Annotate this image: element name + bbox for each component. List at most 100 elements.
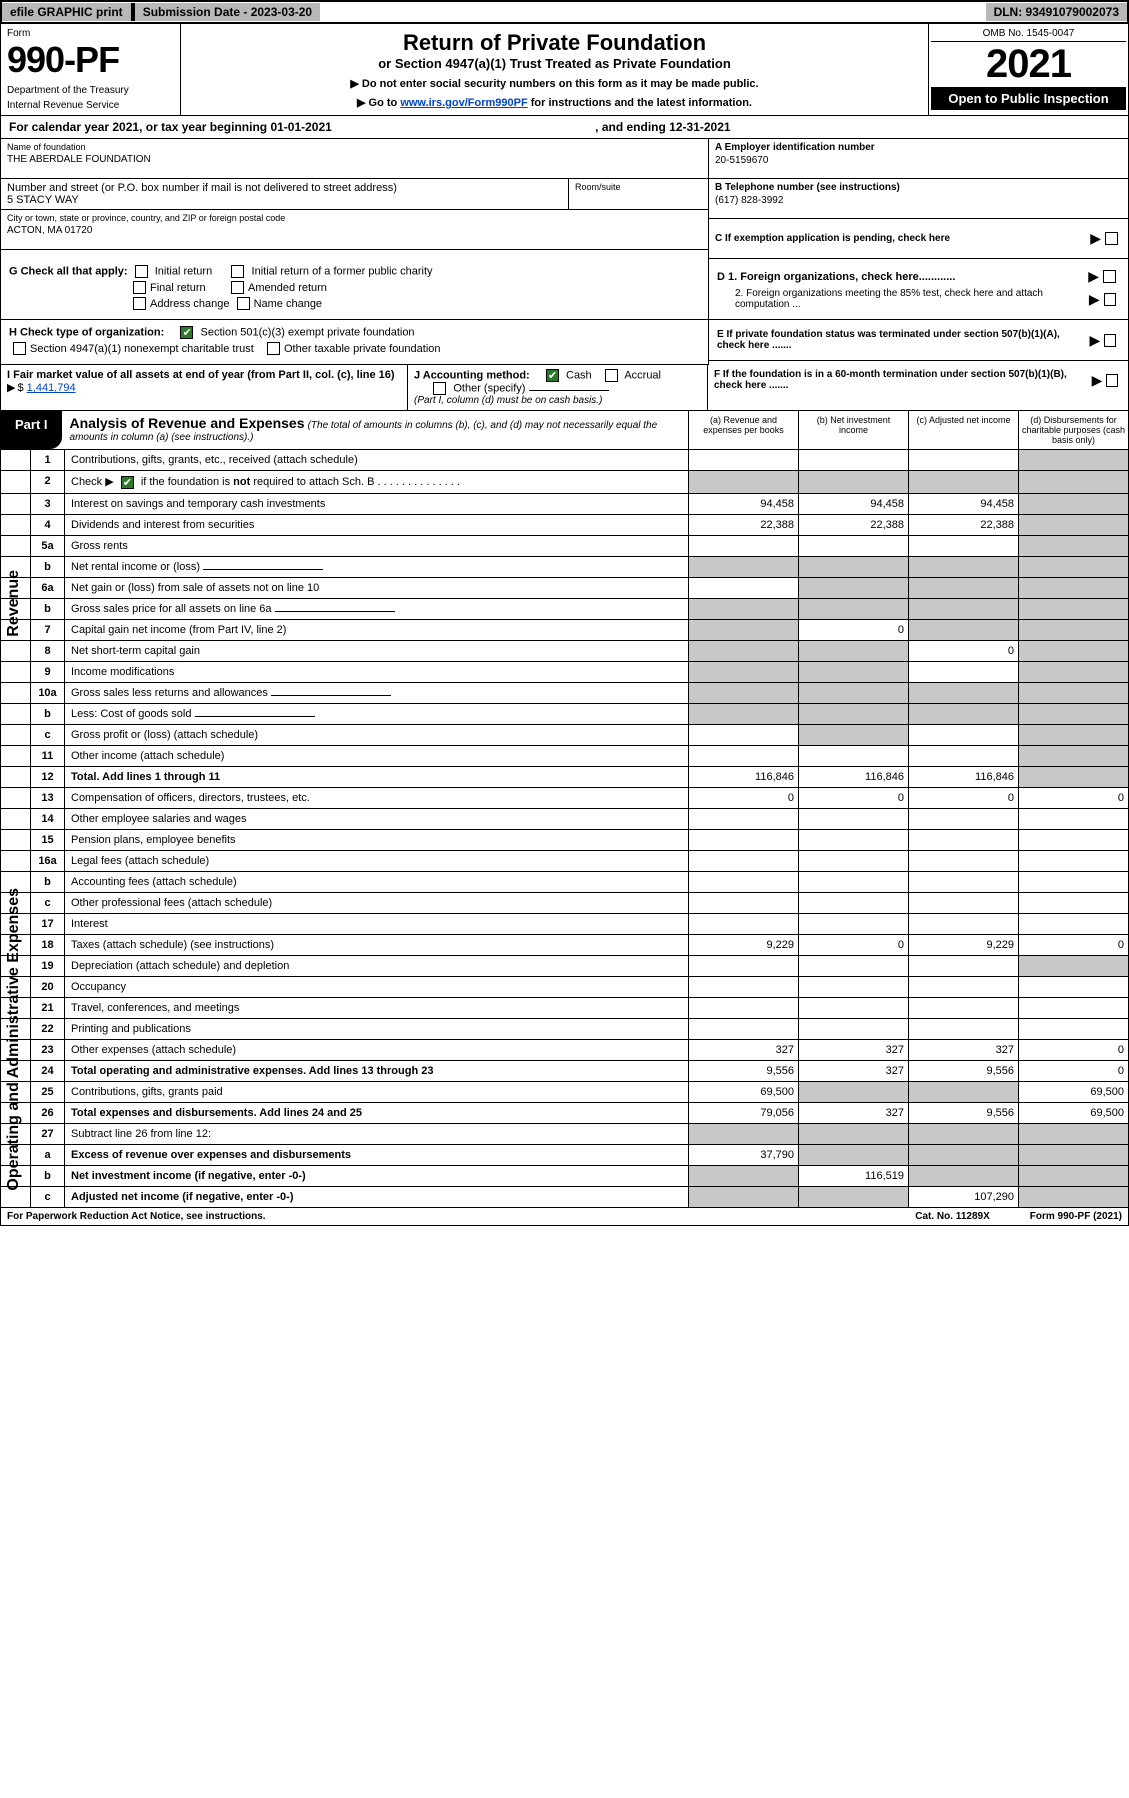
value-cell: 116,846 bbox=[798, 767, 908, 787]
line-description: Gross profit or (loss) (attach schedule) bbox=[65, 725, 688, 745]
side-label-cell bbox=[1, 1082, 31, 1102]
line-number: 1 bbox=[31, 450, 65, 470]
city-cell: City or town, state or province, country… bbox=[1, 210, 708, 250]
h-4947-checkbox[interactable] bbox=[13, 342, 26, 355]
side-label-cell bbox=[1, 662, 31, 682]
j-accrual-checkbox[interactable] bbox=[605, 369, 618, 382]
value-cell: 69,500 bbox=[1018, 1103, 1128, 1123]
line-description: Gross rents bbox=[65, 536, 688, 556]
j-cash: Cash bbox=[566, 369, 592, 381]
d2-checkbox[interactable] bbox=[1104, 293, 1116, 306]
e-label: E If private foundation status was termi… bbox=[717, 329, 1089, 351]
j-other-checkbox[interactable] bbox=[433, 382, 446, 395]
value-cell: 327 bbox=[798, 1061, 908, 1081]
value-cell bbox=[908, 977, 1018, 997]
h-501c3-checkbox[interactable] bbox=[180, 326, 193, 339]
h-other-checkbox[interactable] bbox=[267, 342, 280, 355]
line-number: 16a bbox=[31, 851, 65, 871]
form-title: Return of Private Foundation bbox=[191, 30, 918, 56]
line-description: Subtract line 26 from line 12: bbox=[65, 1124, 688, 1144]
line-description: Travel, conferences, and meetings bbox=[65, 998, 688, 1018]
value-cell bbox=[1018, 1187, 1128, 1207]
value-cell: 107,290 bbox=[908, 1187, 1018, 1207]
c-checkbox[interactable] bbox=[1105, 232, 1118, 245]
g-label: G Check all that apply: bbox=[9, 265, 128, 277]
section-g-d: G Check all that apply: Initial return I… bbox=[0, 259, 1129, 320]
d2-label: 2. Foreign organizations meeting the 85%… bbox=[717, 288, 1089, 310]
g-initial-former-checkbox[interactable] bbox=[231, 265, 244, 278]
value-cell bbox=[1018, 767, 1128, 787]
inline-input[interactable] bbox=[271, 695, 391, 696]
j-cash-checkbox[interactable] bbox=[546, 369, 559, 382]
g-address: Address change bbox=[150, 298, 230, 310]
line-description: Compensation of officers, directors, tru… bbox=[65, 788, 688, 808]
side-label-cell: Revenue bbox=[1, 450, 31, 470]
value-cell bbox=[1018, 471, 1128, 493]
table-row: cAdjusted net income (if negative, enter… bbox=[0, 1187, 1129, 1208]
table-row: 12Total. Add lines 1 through 11116,84611… bbox=[0, 767, 1129, 788]
section-h-e: H Check type of organization: Section 50… bbox=[0, 320, 1129, 365]
value-cell bbox=[688, 1124, 798, 1144]
telephone-cell: B Telephone number (see instructions) (6… bbox=[709, 179, 1128, 219]
telephone-value: (617) 828-3992 bbox=[715, 195, 1122, 206]
value-cell bbox=[1018, 725, 1128, 745]
efile-print-button[interactable]: efile GRAPHIC print bbox=[2, 3, 133, 21]
value-cell bbox=[688, 851, 798, 871]
g-initial-checkbox[interactable] bbox=[135, 265, 148, 278]
value-cell bbox=[798, 683, 908, 703]
value-cell bbox=[908, 725, 1018, 745]
foundation-name-label: Name of foundation bbox=[7, 142, 702, 152]
telephone-label: B Telephone number (see instructions) bbox=[715, 182, 1122, 193]
side-label-cell bbox=[1, 620, 31, 640]
side-label-cell bbox=[1, 1166, 31, 1186]
ssn-note: ▶ Do not enter social security numbers o… bbox=[191, 77, 918, 90]
line-description: Contributions, gifts, grants, etc., rece… bbox=[65, 450, 688, 470]
tax-year: 2021 bbox=[931, 42, 1126, 87]
submission-date: Submission Date - 2023-03-20 bbox=[133, 3, 320, 21]
fmv-value[interactable]: 1,441,794 bbox=[27, 382, 76, 394]
table-row: 25Contributions, gifts, grants paid69,50… bbox=[0, 1082, 1129, 1103]
line-number: 21 bbox=[31, 998, 65, 1018]
line-description: Interest bbox=[65, 914, 688, 934]
line-description: Adjusted net income (if negative, enter … bbox=[65, 1187, 688, 1207]
value-cell bbox=[908, 746, 1018, 766]
side-label-cell bbox=[1, 557, 31, 577]
side-label-cell bbox=[1, 914, 31, 934]
value-cell bbox=[908, 683, 1018, 703]
address-cell: Number and street (or P.O. box number if… bbox=[1, 179, 568, 210]
form990pf-link[interactable]: www.irs.gov/Form990PF bbox=[400, 97, 527, 109]
table-row: 17Interest bbox=[0, 914, 1129, 935]
value-cell: 9,556 bbox=[908, 1103, 1018, 1123]
f-checkbox[interactable] bbox=[1106, 374, 1118, 387]
line-number: 7 bbox=[31, 620, 65, 640]
table-row: 10aGross sales less returns and allowanc… bbox=[0, 683, 1129, 704]
g-final-checkbox[interactable] bbox=[133, 281, 146, 294]
value-cell bbox=[798, 704, 908, 724]
side-label-cell bbox=[1, 578, 31, 598]
value-cell bbox=[908, 620, 1018, 640]
value-cell: 0 bbox=[908, 641, 1018, 661]
value-cell bbox=[1018, 914, 1128, 934]
j-other-input[interactable] bbox=[529, 390, 609, 391]
sch-b-checkbox[interactable] bbox=[121, 476, 134, 489]
table-row: 5aGross rents bbox=[0, 536, 1129, 557]
g-name-checkbox[interactable] bbox=[237, 297, 250, 310]
d1-checkbox[interactable] bbox=[1103, 270, 1116, 283]
e-checkbox[interactable] bbox=[1104, 334, 1116, 347]
value-cell bbox=[908, 1166, 1018, 1186]
side-label-cell bbox=[1, 1103, 31, 1123]
inline-input[interactable] bbox=[195, 716, 315, 717]
address-label: Number and street (or P.O. box number if… bbox=[7, 182, 562, 194]
value-cell bbox=[798, 809, 908, 829]
inline-input[interactable] bbox=[275, 611, 395, 612]
cal-year-begin: For calendar year 2021, or tax year begi… bbox=[9, 120, 332, 134]
g-amended-checkbox[interactable] bbox=[231, 281, 244, 294]
table-row: 9Income modifications bbox=[0, 662, 1129, 683]
value-cell bbox=[798, 1019, 908, 1039]
value-cell bbox=[908, 1124, 1018, 1144]
inline-input[interactable] bbox=[203, 569, 323, 570]
value-cell bbox=[1018, 977, 1128, 997]
g-address-checkbox[interactable] bbox=[133, 297, 146, 310]
line-description: Excess of revenue over expenses and disb… bbox=[65, 1145, 688, 1165]
value-cell: 0 bbox=[798, 788, 908, 808]
